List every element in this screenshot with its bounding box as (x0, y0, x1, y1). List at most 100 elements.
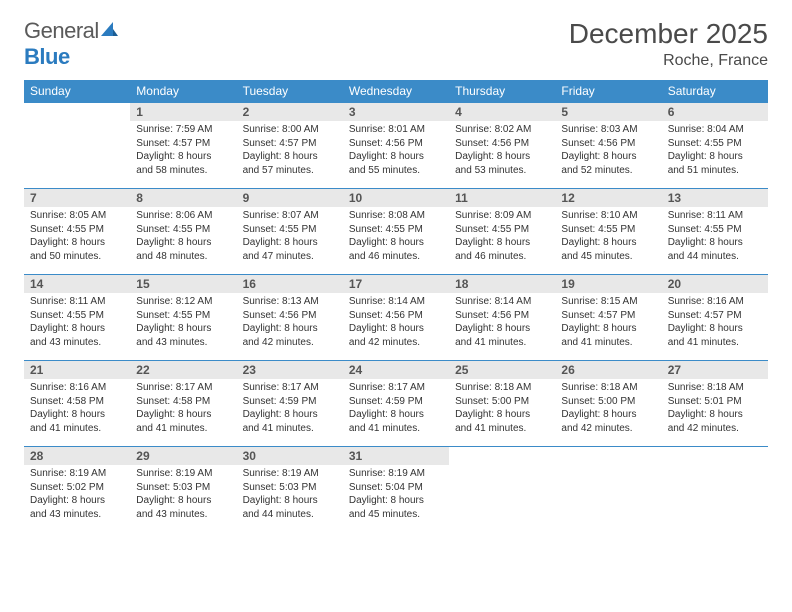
daylight-line: Daylight: 8 hours and 55 minutes. (349, 150, 443, 177)
day-number: 5 (555, 103, 661, 121)
day-details: Sunrise: 8:06 AMSunset: 4:55 PMDaylight:… (130, 207, 236, 267)
calendar-cell: 4Sunrise: 8:02 AMSunset: 4:56 PMDaylight… (449, 103, 555, 189)
calendar-cell: 18Sunrise: 8:14 AMSunset: 4:56 PMDayligh… (449, 275, 555, 361)
sunset-line: Sunset: 4:55 PM (243, 223, 337, 237)
sunset-line: Sunset: 4:56 PM (455, 137, 549, 151)
sunset-line: Sunset: 5:00 PM (455, 395, 549, 409)
day-details: Sunrise: 8:18 AMSunset: 5:01 PMDaylight:… (662, 379, 768, 439)
sunrise-line: Sunrise: 8:17 AM (136, 381, 230, 395)
day-number: 29 (130, 447, 236, 465)
sunset-line: Sunset: 4:56 PM (561, 137, 655, 151)
day-details: Sunrise: 8:18 AMSunset: 5:00 PMDaylight:… (449, 379, 555, 439)
calendar-cell: 5Sunrise: 8:03 AMSunset: 4:56 PMDaylight… (555, 103, 661, 189)
day-number: 2 (237, 103, 343, 121)
calendar-cell: 1Sunrise: 7:59 AMSunset: 4:57 PMDaylight… (130, 103, 236, 189)
sunrise-line: Sunrise: 8:13 AM (243, 295, 337, 309)
day-details: Sunrise: 8:14 AMSunset: 4:56 PMDaylight:… (449, 293, 555, 353)
weekday-row: SundayMondayTuesdayWednesdayThursdayFrid… (24, 80, 768, 103)
calendar-cell: 17Sunrise: 8:14 AMSunset: 4:56 PMDayligh… (343, 275, 449, 361)
sunrise-line: Sunrise: 8:03 AM (561, 123, 655, 137)
day-number: 16 (237, 275, 343, 293)
day-number: 19 (555, 275, 661, 293)
daylight-line: Daylight: 8 hours and 41 minutes. (668, 322, 762, 349)
day-details: Sunrise: 8:11 AMSunset: 4:55 PMDaylight:… (24, 293, 130, 353)
calendar-cell: 16Sunrise: 8:13 AMSunset: 4:56 PMDayligh… (237, 275, 343, 361)
day-number: 11 (449, 189, 555, 207)
calendar-head: SundayMondayTuesdayWednesdayThursdayFrid… (24, 80, 768, 103)
sunset-line: Sunset: 4:58 PM (30, 395, 124, 409)
page-title: December 2025 (569, 18, 768, 50)
calendar-cell: 11Sunrise: 8:09 AMSunset: 4:55 PMDayligh… (449, 189, 555, 275)
daylight-line: Daylight: 8 hours and 43 minutes. (30, 494, 124, 521)
sunrise-line: Sunrise: 8:06 AM (136, 209, 230, 223)
day-number: 30 (237, 447, 343, 465)
location-label: Roche, France (569, 52, 768, 70)
sunset-line: Sunset: 4:55 PM (668, 223, 762, 237)
daylight-line: Daylight: 8 hours and 48 minutes. (136, 236, 230, 263)
sunrise-line: Sunrise: 8:18 AM (455, 381, 549, 395)
day-number: 12 (555, 189, 661, 207)
sunrise-line: Sunrise: 8:02 AM (455, 123, 549, 137)
sunrise-line: Sunrise: 8:19 AM (30, 467, 124, 481)
daylight-line: Daylight: 8 hours and 53 minutes. (455, 150, 549, 177)
calendar-cell (449, 447, 555, 533)
daylight-line: Daylight: 8 hours and 46 minutes. (455, 236, 549, 263)
calendar-body: 1Sunrise: 7:59 AMSunset: 4:57 PMDaylight… (24, 103, 768, 533)
day-details: Sunrise: 8:09 AMSunset: 4:55 PMDaylight:… (449, 207, 555, 267)
sunrise-line: Sunrise: 8:14 AM (455, 295, 549, 309)
day-details: Sunrise: 8:10 AMSunset: 4:55 PMDaylight:… (555, 207, 661, 267)
brand-name: GeneralBlue (24, 18, 119, 70)
sunrise-line: Sunrise: 7:59 AM (136, 123, 230, 137)
brand-name-right: Blue (24, 44, 70, 69)
calendar-cell: 8Sunrise: 8:06 AMSunset: 4:55 PMDaylight… (130, 189, 236, 275)
sunset-line: Sunset: 5:01 PM (668, 395, 762, 409)
sunrise-line: Sunrise: 8:18 AM (668, 381, 762, 395)
daylight-line: Daylight: 8 hours and 45 minutes. (561, 236, 655, 263)
daylight-line: Daylight: 8 hours and 44 minutes. (668, 236, 762, 263)
title-block: December 2025 Roche, France (569, 18, 768, 70)
sunset-line: Sunset: 4:55 PM (561, 223, 655, 237)
sunset-line: Sunset: 4:59 PM (349, 395, 443, 409)
sunrise-line: Sunrise: 8:19 AM (349, 467, 443, 481)
calendar-cell: 19Sunrise: 8:15 AMSunset: 4:57 PMDayligh… (555, 275, 661, 361)
day-number: 8 (130, 189, 236, 207)
sunset-line: Sunset: 4:55 PM (30, 309, 124, 323)
sunset-line: Sunset: 4:58 PM (136, 395, 230, 409)
sunrise-line: Sunrise: 8:10 AM (561, 209, 655, 223)
sunset-line: Sunset: 5:02 PM (30, 481, 124, 495)
daylight-line: Daylight: 8 hours and 43 minutes. (136, 494, 230, 521)
day-details: Sunrise: 8:15 AMSunset: 4:57 PMDaylight:… (555, 293, 661, 353)
sunrise-line: Sunrise: 8:17 AM (243, 381, 337, 395)
sunrise-line: Sunrise: 8:19 AM (243, 467, 337, 481)
calendar-cell: 26Sunrise: 8:18 AMSunset: 5:00 PMDayligh… (555, 361, 661, 447)
day-details: Sunrise: 8:05 AMSunset: 4:55 PMDaylight:… (24, 207, 130, 267)
header: GeneralBlue December 2025 Roche, France (24, 18, 768, 70)
daylight-line: Daylight: 8 hours and 42 minutes. (668, 408, 762, 435)
daylight-line: Daylight: 8 hours and 42 minutes. (243, 322, 337, 349)
brand-sail-icon (99, 18, 119, 44)
sunrise-line: Sunrise: 8:19 AM (136, 467, 230, 481)
daylight-line: Daylight: 8 hours and 57 minutes. (243, 150, 337, 177)
calendar-cell: 15Sunrise: 8:12 AMSunset: 4:55 PMDayligh… (130, 275, 236, 361)
daylight-line: Daylight: 8 hours and 41 minutes. (136, 408, 230, 435)
daylight-line: Daylight: 8 hours and 47 minutes. (243, 236, 337, 263)
sunset-line: Sunset: 4:57 PM (668, 309, 762, 323)
daylight-line: Daylight: 8 hours and 42 minutes. (349, 322, 443, 349)
day-number: 6 (662, 103, 768, 121)
daylight-line: Daylight: 8 hours and 41 minutes. (349, 408, 443, 435)
sunrise-line: Sunrise: 8:17 AM (349, 381, 443, 395)
sunset-line: Sunset: 4:55 PM (30, 223, 124, 237)
sunrise-line: Sunrise: 8:16 AM (30, 381, 124, 395)
day-details: Sunrise: 8:04 AMSunset: 4:55 PMDaylight:… (662, 121, 768, 181)
calendar-week-row: 1Sunrise: 7:59 AMSunset: 4:57 PMDaylight… (24, 103, 768, 189)
day-number: 22 (130, 361, 236, 379)
day-number: 21 (24, 361, 130, 379)
day-details: Sunrise: 8:13 AMSunset: 4:56 PMDaylight:… (237, 293, 343, 353)
daylight-line: Daylight: 8 hours and 41 minutes. (561, 322, 655, 349)
sunset-line: Sunset: 4:55 PM (136, 223, 230, 237)
day-number: 20 (662, 275, 768, 293)
day-details: Sunrise: 8:02 AMSunset: 4:56 PMDaylight:… (449, 121, 555, 181)
sunrise-line: Sunrise: 8:05 AM (30, 209, 124, 223)
day-details: Sunrise: 8:19 AMSunset: 5:02 PMDaylight:… (24, 465, 130, 525)
sunrise-line: Sunrise: 8:04 AM (668, 123, 762, 137)
